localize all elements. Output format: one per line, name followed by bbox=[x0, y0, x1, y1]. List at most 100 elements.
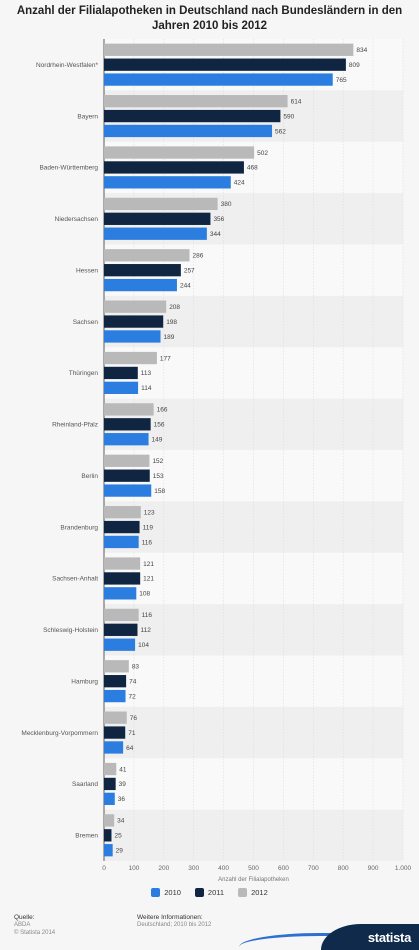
category-label-schleswig-holstein: Schleswig-Holstein bbox=[43, 627, 98, 634]
bar-2011-schleswig-holstein bbox=[104, 623, 138, 636]
value-label-2011-nordrhein-westfalen: 809 bbox=[349, 62, 360, 69]
value-label-2012-rheinland-pfalz: 166 bbox=[157, 407, 168, 414]
bar-2010-niedersachsen bbox=[104, 227, 207, 240]
legend-label-2010: 2010 bbox=[164, 888, 181, 897]
category-label-th-ringen: Thüringen bbox=[69, 370, 99, 377]
value-label-2010-niedersachsen: 344 bbox=[210, 231, 221, 238]
bar-2012-berlin bbox=[104, 454, 150, 467]
source-heading[interactable]: Quelle: bbox=[14, 914, 35, 921]
value-label-2012-mecklenburg-vorpommern: 76 bbox=[130, 715, 138, 722]
bar-2012-mecklenburg-vorpommern bbox=[104, 711, 127, 724]
legend-item-2011[interactable]: 2011 bbox=[194, 888, 225, 897]
legend-label-2012: 2012 bbox=[251, 888, 268, 897]
bar-2010-th-ringen bbox=[104, 381, 139, 394]
value-label-2011-niedersachsen: 356 bbox=[213, 216, 224, 223]
value-label-2011-berlin: 153 bbox=[153, 473, 164, 480]
category-label-bayern: Bayern bbox=[77, 113, 98, 120]
legend-label-2011: 2011 bbox=[207, 888, 225, 897]
info-heading[interactable]: Weitere Informationen: bbox=[137, 914, 203, 921]
bar-2011-bremen bbox=[104, 829, 112, 842]
bar-2012-hamburg bbox=[104, 660, 129, 673]
bar-2010-bayern bbox=[104, 124, 273, 138]
category-label-brandenburg: Brandenburg bbox=[60, 524, 98, 531]
x-tick-label: 400 bbox=[218, 865, 229, 872]
bar-2011-sachsen bbox=[104, 315, 164, 328]
value-label-2012-berlin: 152 bbox=[152, 458, 163, 465]
value-label-2010-hessen: 244 bbox=[180, 282, 191, 289]
bar-2011-sachsen-anhalt bbox=[104, 572, 141, 585]
value-label-2010-baden-w-rttemberg: 424 bbox=[234, 180, 245, 187]
bar-2010-hessen bbox=[104, 278, 177, 292]
bar-2012-brandenburg bbox=[104, 506, 141, 519]
legend-item-2010[interactable]: 2010 bbox=[151, 888, 181, 897]
category-label-sachsen-anhalt: Sachsen-Anhalt bbox=[52, 576, 98, 583]
value-label-2012-sachsen: 208 bbox=[169, 304, 180, 311]
value-label-2012-bremen: 34 bbox=[117, 818, 125, 825]
category-label-saarland: Saarland bbox=[72, 781, 98, 788]
source-line: ABDA bbox=[14, 922, 31, 928]
bar-2010-sachsen bbox=[104, 330, 161, 343]
value-label-2012-baden-w-rttemberg: 502 bbox=[257, 150, 268, 157]
value-label-2011-hessen: 257 bbox=[184, 267, 195, 274]
value-label-2011-saarland: 39 bbox=[119, 781, 127, 788]
info-line: Deutschland; 2010 bis 2012 bbox=[137, 922, 212, 928]
category-label-nordrhein-westfalen: Nordrhein-Westfalen* bbox=[36, 62, 98, 69]
x-axis-title: Anzahl der Filialapotheken bbox=[218, 877, 289, 883]
legend-item-2012[interactable]: 2012 bbox=[238, 888, 268, 897]
brand-logo[interactable]: statista bbox=[321, 924, 419, 950]
category-label-bremen: Bremen bbox=[75, 833, 98, 840]
value-label-2011-sachsen: 198 bbox=[166, 319, 177, 326]
legend-swatch-2010 bbox=[151, 888, 161, 897]
footer: Quelle: ABDA © Statista 2014 Weitere Inf… bbox=[0, 910, 419, 950]
value-label-2011-sachsen-anhalt: 121 bbox=[143, 576, 154, 583]
legend-swatch-2012 bbox=[238, 888, 248, 897]
bar-2012-bayern bbox=[104, 95, 288, 108]
bar-2012-saarland bbox=[104, 762, 117, 776]
copyright-line: © Statista 2014 bbox=[14, 930, 56, 936]
x-tick-label: 100 bbox=[128, 865, 139, 872]
x-tick-label: 1.000 bbox=[395, 865, 412, 872]
bar-2012-sachsen bbox=[104, 300, 167, 313]
source-block: Quelle: ABDA © Statista 2014 bbox=[14, 914, 55, 937]
bar-2010-berlin bbox=[104, 484, 152, 497]
value-label-2010-saarland: 36 bbox=[118, 796, 126, 803]
value-label-2012-hamburg: 83 bbox=[132, 664, 140, 671]
bar-2012-rheinland-pfalz bbox=[104, 403, 154, 416]
category-label-mecklenburg-vorpommern: Mecklenburg-Vorpommern bbox=[21, 730, 98, 737]
bar-2012-th-ringen bbox=[104, 351, 157, 365]
x-tick-label: 0 bbox=[102, 865, 106, 872]
bar-2010-hamburg bbox=[104, 689, 126, 703]
bar-2011-saarland bbox=[104, 777, 116, 791]
value-label-2010-bayern: 562 bbox=[275, 128, 286, 135]
bar-2011-th-ringen bbox=[104, 366, 138, 380]
bar-2011-berlin bbox=[104, 469, 150, 482]
chart-title: Anzahl der Filialapotheken in Deutschlan… bbox=[16, 5, 403, 32]
x-tick-label: 800 bbox=[338, 865, 349, 872]
bar-2010-saarland bbox=[104, 792, 115, 805]
bar-2012-nordrhein-westfalen bbox=[104, 43, 354, 56]
value-label-2010-brandenburg: 116 bbox=[142, 539, 153, 546]
bar-2011-bayern bbox=[104, 109, 281, 123]
value-label-2010-hamburg: 72 bbox=[129, 693, 137, 700]
value-label-2012-th-ringen: 177 bbox=[160, 355, 171, 362]
bar-2010-rheinland-pfalz bbox=[104, 433, 149, 446]
value-label-2011-schleswig-holstein: 112 bbox=[140, 627, 151, 634]
category-label-niedersachsen: Niedersachsen bbox=[55, 216, 99, 223]
value-label-2010-bremen: 29 bbox=[116, 848, 124, 855]
bar-2010-brandenburg bbox=[104, 535, 139, 549]
x-tick-label: 700 bbox=[308, 865, 319, 872]
bar-2011-mecklenburg-vorpommern bbox=[104, 726, 126, 739]
bar-2012-hessen bbox=[104, 249, 190, 262]
category-label-baden-w-rttemberg: Baden-Württemberg bbox=[39, 165, 98, 172]
value-label-2011-mecklenburg-vorpommern: 71 bbox=[128, 730, 136, 737]
x-tick-label: 300 bbox=[188, 865, 199, 872]
bar-2010-schleswig-holstein bbox=[104, 638, 136, 651]
x-tick-label: 500 bbox=[248, 865, 259, 872]
legend-swatch-2011 bbox=[194, 888, 204, 897]
value-label-2010-schleswig-holstein: 104 bbox=[138, 642, 149, 649]
bar-2010-mecklenburg-vorpommern bbox=[104, 741, 124, 754]
info-block: Weitere Informationen: Deutschland; 2010… bbox=[137, 914, 211, 929]
bar-2012-schleswig-holstein bbox=[104, 608, 139, 622]
value-label-2011-brandenburg: 119 bbox=[143, 524, 154, 531]
value-label-2012-niedersachsen: 380 bbox=[221, 201, 232, 208]
